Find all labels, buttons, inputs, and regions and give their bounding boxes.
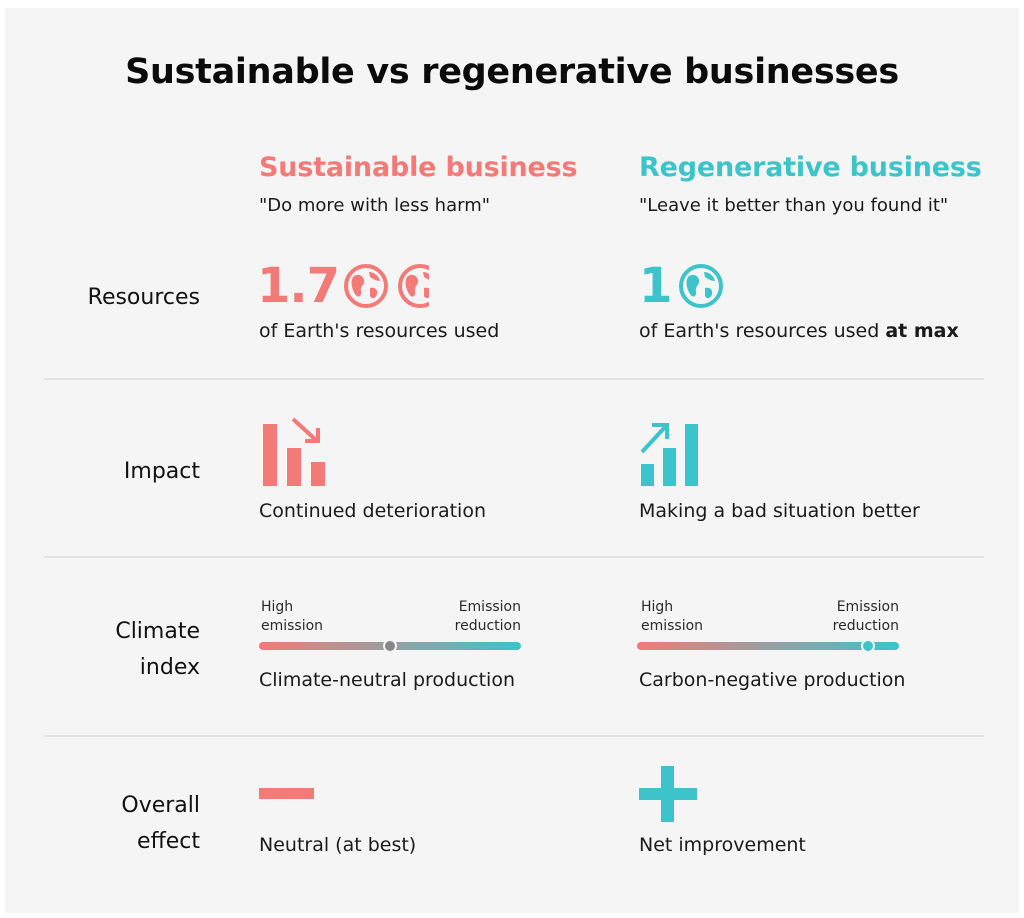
scale-right-line2: reduction (454, 618, 521, 634)
scale-right-line1: Emission (458, 599, 521, 615)
sustainable-overall-caption: Neutral (at best) (259, 834, 417, 856)
row-label-overall-line2: effect (137, 829, 200, 854)
scale-right-line2: reduction (832, 618, 899, 634)
rising-bar-chart-icon (640, 423, 698, 486)
sustainable-impact-caption: Continued deterioration (259, 500, 486, 522)
row-divider (44, 378, 984, 380)
row-label-overall-line1: Overall (121, 793, 200, 818)
regenerative-heading: Regenerative business (639, 152, 982, 183)
row-label-resources: Resources (87, 285, 200, 310)
regenerative-climate-caption: Carbon-negative production (639, 669, 906, 691)
minus-icon (259, 788, 314, 799)
scale-right-line1: Emission (836, 599, 899, 615)
sustainable-resource-caption: of Earth's resources used (259, 320, 500, 342)
row-divider (44, 556, 984, 558)
sustainable-resource-number: 1.7 (257, 258, 340, 314)
sustainable-quote: "Do more with less harm" (259, 195, 491, 216)
scale-left-line1: High (641, 599, 674, 615)
regenerative-climate-scale (637, 639, 899, 653)
sustainable-scale-left-label: High emission (261, 598, 323, 636)
sustainable-climate-scale (259, 639, 521, 653)
row-label-climate-line1: Climate (115, 619, 200, 644)
row-label-overall: Overall effect (0, 788, 200, 860)
sustainable-climate-marker (383, 639, 397, 653)
regenerative-resource-caption-text: of Earth's resources used (639, 320, 880, 342)
row-label-climate-line2: index (139, 655, 200, 680)
scale-left-line1: High (261, 599, 294, 615)
row-label-climate: Climate index (0, 614, 200, 686)
row-label-impact: Impact (123, 459, 200, 484)
regenerative-climate-marker (860, 639, 875, 653)
regenerative-overall-caption: Net improvement (639, 834, 806, 856)
sustainable-heading: Sustainable business (259, 152, 578, 183)
regenerative-scale-left-label: High emission (641, 598, 703, 636)
scale-left-line2: emission (261, 618, 324, 634)
scale-left-line2: emission (641, 618, 704, 634)
regenerative-scale-right-label: Emission reduction (798, 598, 899, 636)
regenerative-quote: "Leave it better than you found it" (639, 195, 949, 216)
globe-icon (679, 264, 723, 308)
regenerative-resource-caption: of Earth's resources used at max (639, 320, 959, 342)
page-title: Sustainable vs regenerative businesses (125, 52, 899, 92)
infographic-card (5, 8, 1019, 913)
regenerative-resource-number: 1 (639, 258, 672, 314)
plus-icon (639, 766, 697, 822)
regenerative-resource-caption-bold: at max (885, 320, 959, 342)
sustainable-climate-caption: Climate-neutral production (259, 669, 515, 691)
partial-globe-icon (398, 264, 429, 308)
regenerative-impact-caption: Making a bad situation better (639, 500, 920, 522)
row-divider (44, 735, 984, 737)
sustainable-scale-right-label: Emission reduction (420, 598, 521, 636)
globe-icon (344, 264, 388, 308)
declining-bar-chart-icon (263, 417, 325, 486)
